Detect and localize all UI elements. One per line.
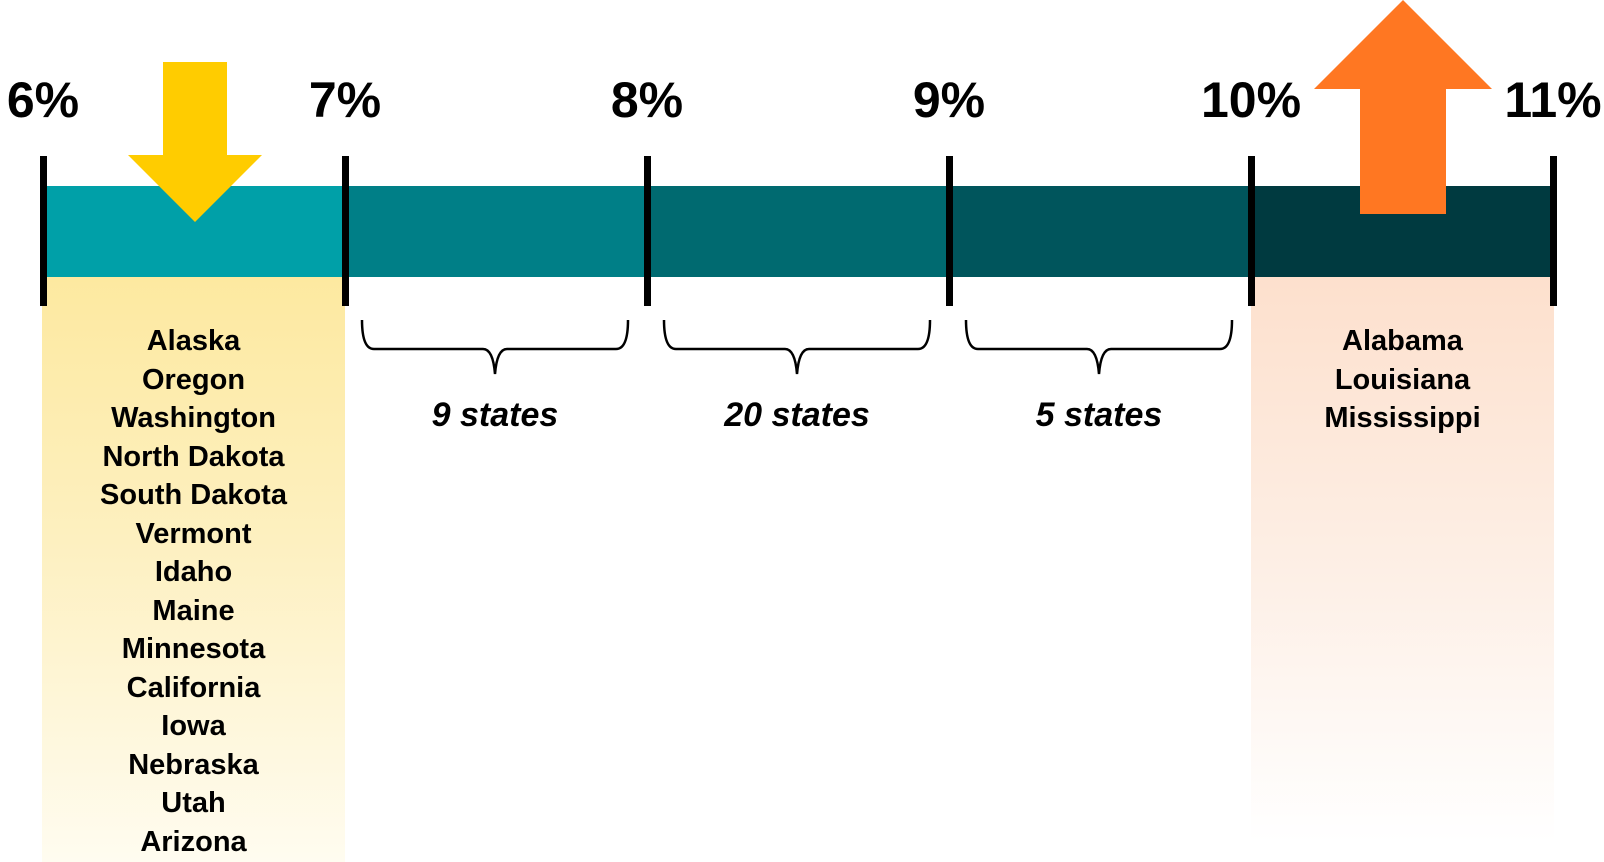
tick-mark [644,156,651,306]
brace-icon [662,319,932,375]
list-item: North Dakota [102,440,285,473]
list-item: Oregon [141,363,246,396]
state-count-label: 9 states [431,396,559,434]
list-item: Idaho [154,556,233,588]
tick-label-11: 11% [1504,72,1602,128]
tick-label-8: 8% [610,72,684,128]
tick-mark [40,156,47,306]
list-item: Iowa [161,710,226,742]
list-item: Minnesota [121,633,266,665]
list-item: Mississippi [1324,402,1481,434]
tick-label-9: 9% [912,72,986,128]
scale-segment-9-10 [949,186,1251,277]
list-item: Vermont [135,517,252,550]
list-item: Utah [161,787,226,819]
highest-states-panel [1251,277,1554,842]
list-item: Alabama [1342,325,1463,357]
list-item: Maine [152,594,235,627]
tick-label-7: 7% [308,72,382,128]
lowest-states-list: Alaska Oregon Washington North Dakota So… [42,322,345,861]
tick-mark [1550,156,1557,306]
state-count-label: 20 states [724,396,870,434]
tick-label-10: 10% [1200,72,1302,128]
tick-mark [342,156,349,306]
list-item: California [126,671,261,704]
highest-states-list: Alabama Louisiana Mississippi [1251,322,1554,438]
tick-mark [946,156,953,306]
state-count-label: 5 states [1035,396,1163,434]
list-item: Louisiana [1334,363,1471,396]
lowest-states-panel [42,277,345,862]
list-item: Alaska [146,325,241,357]
brace-icon [964,319,1234,375]
scale-segment-8-9 [647,186,949,277]
list-item: Arizona [140,825,247,858]
list-item: South Dakota [100,479,287,511]
down-arrow-icon [128,62,262,222]
brace-icon [360,319,630,375]
list-item: Nebraska [128,748,259,781]
up-arrow-icon [1314,0,1492,214]
scale-segment-7-8 [345,186,647,277]
tick-label-6: 6% [6,72,80,128]
list-item: Washington [111,402,276,434]
tick-mark [1248,156,1255,306]
